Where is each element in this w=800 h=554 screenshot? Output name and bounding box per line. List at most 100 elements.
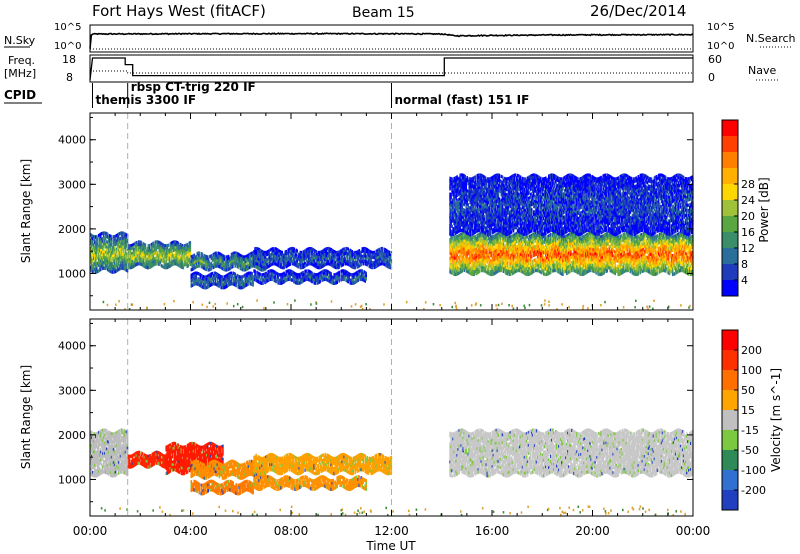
data-cell bbox=[194, 274, 197, 278]
data-cell bbox=[234, 256, 237, 260]
data-cell bbox=[132, 245, 135, 249]
data-cell bbox=[186, 242, 189, 247]
data-cell bbox=[195, 274, 198, 278]
data-cell bbox=[200, 259, 203, 263]
data-cell bbox=[175, 262, 178, 266]
data-cell bbox=[192, 275, 195, 279]
data-cell bbox=[148, 257, 151, 261]
data-cell bbox=[104, 250, 107, 254]
freq-series bbox=[89, 57, 693, 81]
data-cell bbox=[157, 240, 160, 244]
data-cell bbox=[90, 268, 92, 272]
data-cell bbox=[171, 241, 174, 245]
data-cell bbox=[118, 267, 121, 271]
data-cell bbox=[228, 275, 230, 279]
data-cell bbox=[146, 249, 149, 253]
data-cell bbox=[120, 250, 123, 254]
data-cell bbox=[149, 262, 152, 266]
data-cell bbox=[107, 244, 110, 248]
data-cell bbox=[210, 256, 213, 260]
data-cell bbox=[144, 262, 147, 266]
data-cell bbox=[133, 261, 136, 265]
data-cell bbox=[233, 261, 236, 265]
data-cell bbox=[237, 279, 239, 284]
data-cell bbox=[203, 264, 206, 268]
data-cell bbox=[242, 263, 245, 267]
data-cell bbox=[139, 262, 142, 266]
freq-panel bbox=[89, 54, 694, 83]
data-cell bbox=[226, 257, 229, 261]
data-cell bbox=[220, 266, 223, 270]
data-cell bbox=[179, 264, 182, 268]
data-cell bbox=[184, 252, 187, 256]
data-cell bbox=[249, 265, 252, 269]
data-cell bbox=[129, 263, 132, 267]
data-cell bbox=[236, 279, 238, 283]
data-cell bbox=[191, 275, 194, 279]
data-cell bbox=[213, 282, 215, 286]
data-cell bbox=[244, 265, 247, 269]
data-cell bbox=[127, 246, 130, 250]
data-cell bbox=[211, 256, 214, 260]
data-cell bbox=[150, 245, 153, 249]
data-cell bbox=[245, 259, 248, 264]
data-cell bbox=[100, 240, 103, 244]
data-cell bbox=[113, 270, 116, 274]
data-cell bbox=[170, 241, 173, 245]
data-cell bbox=[183, 244, 186, 248]
data-cell bbox=[220, 285, 222, 290]
data-cell bbox=[227, 267, 230, 271]
data-cell bbox=[204, 267, 207, 271]
data-cell bbox=[237, 274, 239, 278]
data-cell bbox=[139, 240, 142, 244]
data-cell bbox=[95, 262, 97, 266]
data-cell bbox=[225, 268, 228, 272]
data-cell bbox=[117, 232, 120, 236]
data-cell bbox=[194, 255, 197, 259]
data-cell bbox=[183, 260, 186, 264]
data-cell bbox=[167, 254, 170, 258]
data-cell bbox=[119, 255, 122, 260]
data-cell bbox=[187, 255, 190, 260]
data-cell bbox=[296, 249, 298, 253]
data-cell bbox=[158, 262, 161, 266]
data-cell bbox=[95, 257, 97, 261]
data-cell bbox=[115, 263, 118, 267]
data-cell bbox=[122, 258, 125, 262]
data-cell bbox=[239, 259, 242, 263]
data-cell bbox=[207, 258, 210, 262]
data-cell bbox=[151, 245, 154, 249]
data-cell bbox=[128, 244, 131, 248]
data-cell bbox=[222, 283, 224, 287]
data-cell bbox=[241, 277, 243, 282]
data-cell bbox=[95, 254, 97, 258]
data-cell bbox=[237, 263, 240, 267]
data-cell bbox=[118, 264, 121, 268]
data-cell bbox=[189, 254, 192, 258]
data-cell bbox=[198, 256, 201, 260]
data-cell bbox=[244, 279, 246, 283]
data-cell bbox=[110, 270, 113, 274]
data-cell bbox=[213, 265, 216, 269]
data-cell bbox=[113, 237, 116, 242]
data-cell bbox=[102, 236, 105, 241]
data-cell bbox=[485, 264, 488, 269]
data-cell bbox=[140, 249, 143, 253]
data-cell bbox=[120, 258, 123, 262]
data-cell bbox=[158, 249, 161, 253]
data-cell bbox=[218, 252, 221, 256]
data-cell bbox=[106, 265, 109, 269]
data-cell bbox=[230, 265, 233, 269]
data-cell bbox=[208, 265, 211, 269]
data-cell bbox=[240, 259, 243, 263]
data-cell bbox=[180, 243, 183, 247]
data-cell bbox=[224, 277, 226, 281]
data-cell bbox=[106, 248, 109, 253]
data-cell bbox=[233, 259, 236, 263]
data-cell bbox=[121, 263, 124, 268]
data-cell bbox=[114, 242, 117, 246]
data-cell bbox=[199, 259, 202, 263]
data-cell bbox=[104, 245, 107, 249]
data-cell bbox=[244, 263, 247, 267]
data-cell bbox=[224, 263, 227, 267]
